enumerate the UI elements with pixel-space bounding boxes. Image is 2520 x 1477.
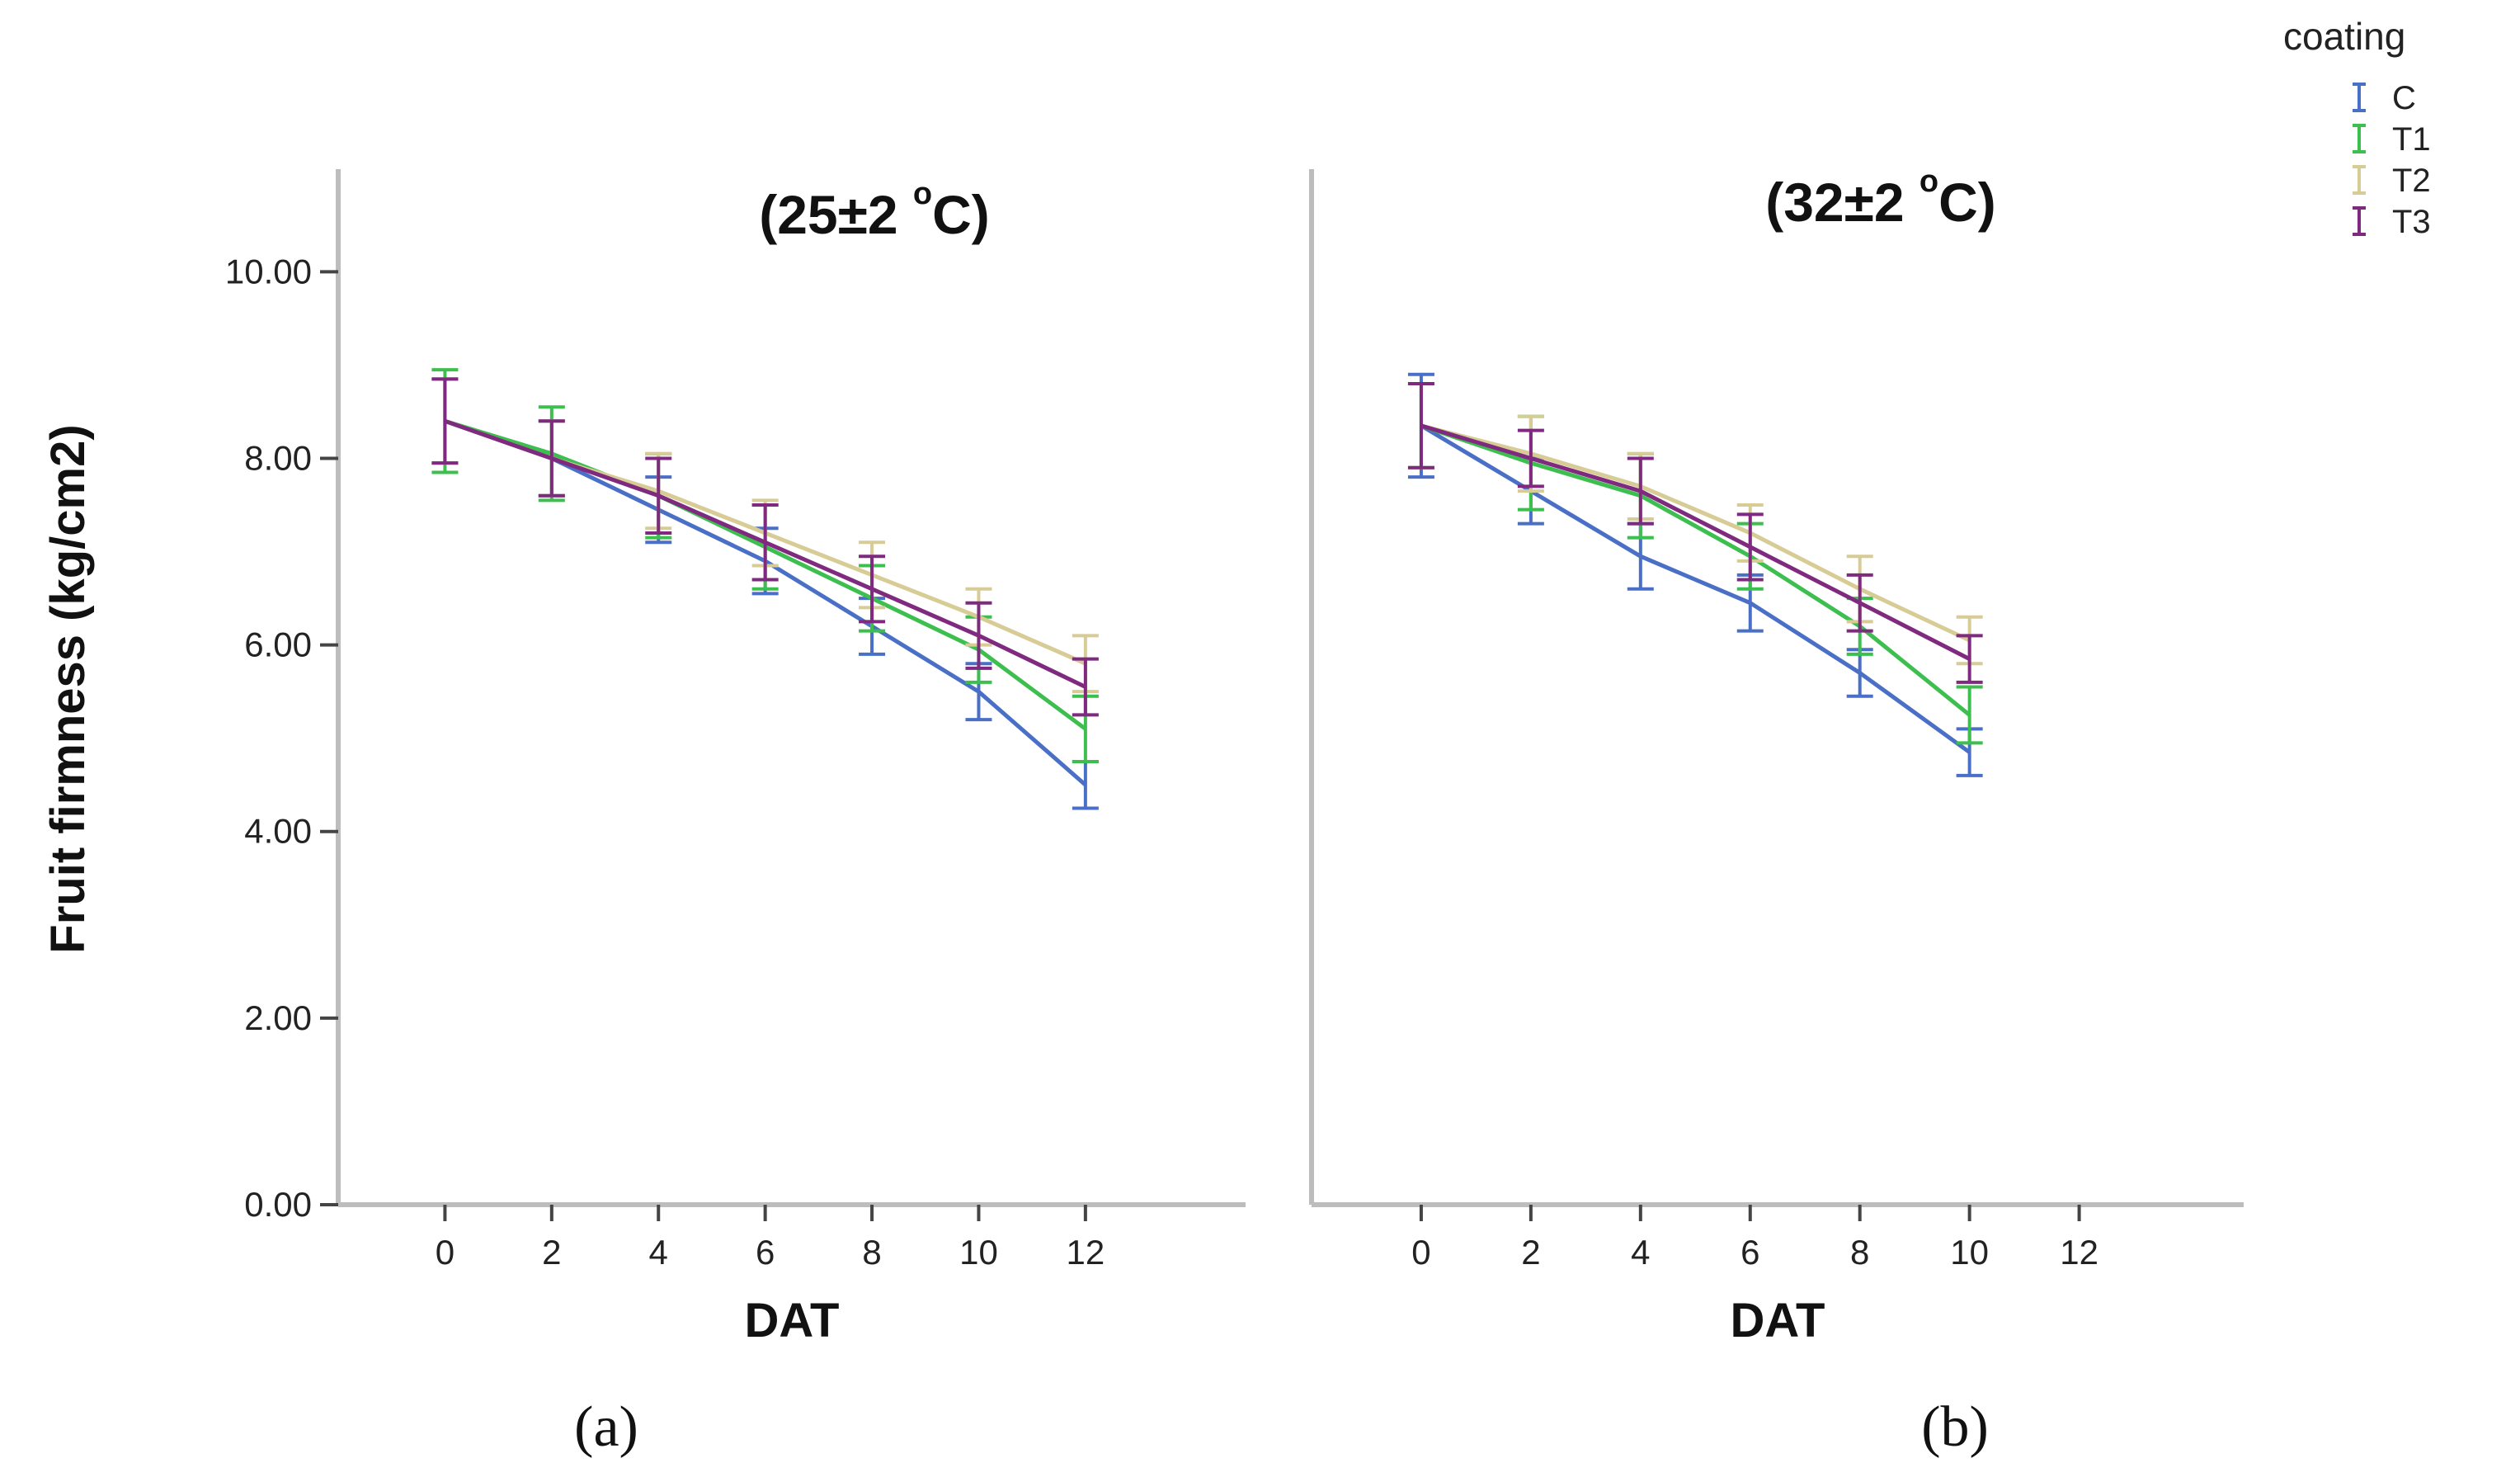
legend-label: T2 xyxy=(2392,163,2431,199)
panel-a-x-tick-label: 2 xyxy=(542,1233,561,1272)
panel-b-error-bar-t3 xyxy=(1956,634,1983,684)
panel-b-x-axis-title: DAT xyxy=(1731,1294,1825,1347)
panel-b-x-tick-label: 8 xyxy=(1850,1233,1869,1272)
panel-b-x-tick-label: 0 xyxy=(1411,1233,1430,1272)
panel-b-error-bar-c xyxy=(1846,648,1873,698)
panel-a-title-after: C) xyxy=(932,184,990,245)
panel-a-x-tick-label: 4 xyxy=(649,1233,668,1272)
panel-b: (32±2 oC) 0 2 4 6 8 10 12 DAT xyxy=(1309,164,2244,1347)
panel-b-error-bar-t3 xyxy=(1517,428,1544,488)
y-tick-label: 0.00 xyxy=(244,1185,312,1224)
legend-label: T3 xyxy=(2392,204,2431,240)
panel-b-x-tick-label: 10 xyxy=(1950,1233,1989,1272)
panel-a-x-tick-label: 10 xyxy=(959,1233,998,1272)
panel-b-x-tick-label: 2 xyxy=(1521,1233,1540,1272)
panel-b-series-line-t1 xyxy=(1420,423,1971,717)
y-tick-label: 10.00 xyxy=(225,252,312,290)
panel-a-error-bar-t3 xyxy=(645,456,672,535)
legend-items: C T1 T2 T3 xyxy=(2353,80,2431,240)
panel-a-error-bar-t3 xyxy=(751,503,779,582)
panel-a-title: (25±2 oC) xyxy=(759,177,990,245)
panel-a: (25±2 oC) 0 2 4 6 8 10 12 DAT 0.00 2.00 4.00 6.00 8.… xyxy=(225,169,1246,1347)
panel-a-x-tick-label: 6 xyxy=(756,1233,775,1272)
panel-b-error-bar-t3 xyxy=(1407,382,1434,470)
panel-a-x-axis-title: DAT xyxy=(745,1294,840,1347)
legend-item-t2: T2 xyxy=(2353,163,2431,199)
y-tick-label: 2.00 xyxy=(244,998,312,1037)
y-axis-title: Fruit firmness (kg/cm2) xyxy=(41,424,95,953)
panel-a-error-bar-c xyxy=(1072,759,1099,810)
panel-a-title-sup: o xyxy=(913,177,932,211)
legend-label: C xyxy=(2392,80,2416,116)
panel-b-error-bar-t3 xyxy=(1736,512,1764,582)
panel-a-x-tick-label: 12 xyxy=(1067,1233,1105,1272)
panel-a-x-tick-label: 8 xyxy=(862,1233,881,1272)
panel-a-title-before: (25±2 xyxy=(759,184,913,245)
y-tick-label: 8.00 xyxy=(244,438,312,477)
panel-b-x-tick-label: 6 xyxy=(1740,1233,1759,1272)
y-tick-label: 4.00 xyxy=(244,812,312,851)
panel-a-error-bar-t3 xyxy=(1072,657,1099,717)
legend-item-t1: T1 xyxy=(2353,121,2431,158)
panel-b-x-tick-label: 12 xyxy=(2060,1233,2098,1272)
panel-a-error-bar-t3 xyxy=(431,377,459,465)
legend: coating C T1 T2 T3 xyxy=(2283,15,2431,240)
panel-b-title-sup: o xyxy=(1919,164,1938,199)
legend-item-c: C xyxy=(2353,80,2416,116)
legend-label: T1 xyxy=(2392,121,2431,158)
panel-a-error-bar-t3 xyxy=(538,419,565,498)
panel-b-error-bar-t3 xyxy=(1627,456,1654,526)
panel-b-x-tick-label: 4 xyxy=(1631,1233,1650,1272)
y-tick-label: 6.00 xyxy=(244,625,312,664)
legend-item-t3: T3 xyxy=(2353,204,2431,240)
panel-a-x-tick-label: 0 xyxy=(436,1233,455,1272)
panel-b-title-before: (32±2 xyxy=(1765,172,1919,233)
panel-a-error-bar-t3 xyxy=(859,554,886,624)
panel-b-title: (32±2 oC) xyxy=(1765,164,1996,233)
panel-b-series-line-c xyxy=(1420,423,1971,754)
panel-b-series-line-t2 xyxy=(1420,423,1971,643)
panel-b-series-line-t3 xyxy=(1420,423,1971,661)
panel-b-error-bar-t1 xyxy=(1956,685,1983,745)
panel-b-error-bar-t3 xyxy=(1846,573,1873,633)
caption-a: (a) xyxy=(574,1395,638,1459)
panel-b-title-after: C) xyxy=(1938,172,1996,233)
caption-b: (b) xyxy=(1921,1395,1989,1459)
legend-title: coating xyxy=(2283,15,2405,58)
panel-a-error-bar-t3 xyxy=(965,601,992,670)
